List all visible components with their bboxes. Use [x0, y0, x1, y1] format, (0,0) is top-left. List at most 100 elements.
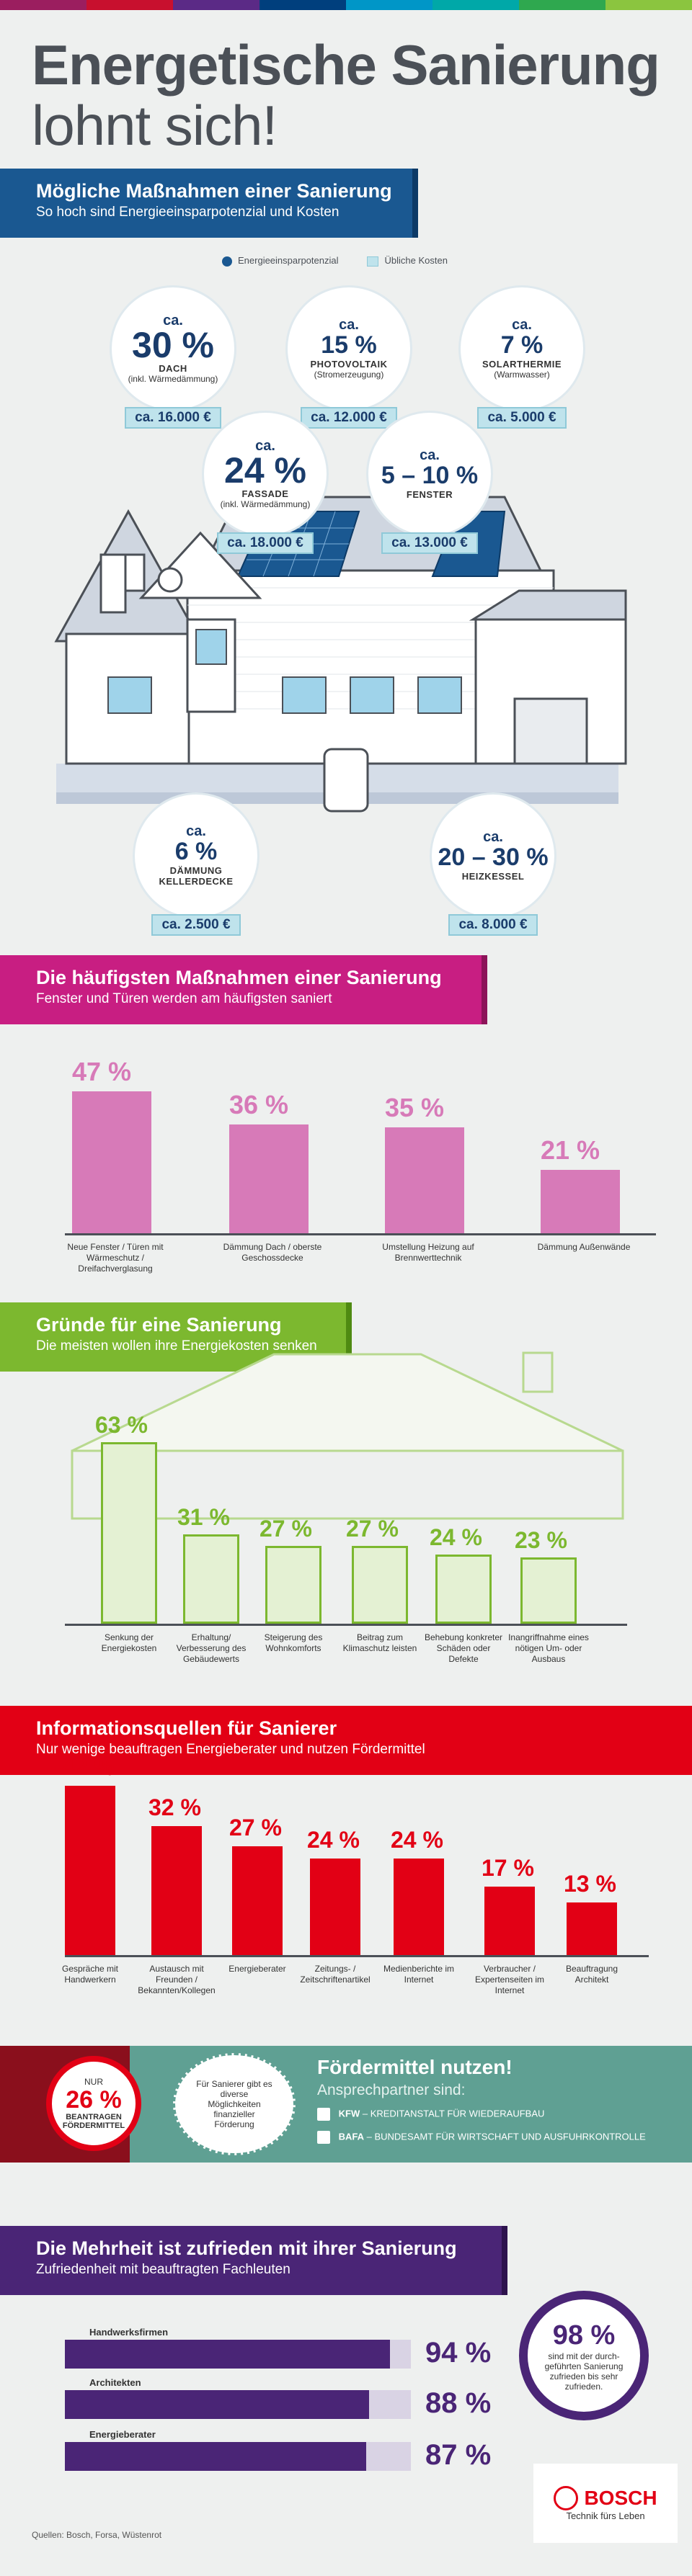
- s6-bar: [65, 2340, 391, 2369]
- cost-tag: ca. 13.000 €: [381, 532, 478, 554]
- s2-bar: [72, 1091, 151, 1233]
- hero-line-2: lohnt sich!: [32, 94, 278, 157]
- s3-bar-value: 31 %: [177, 1504, 230, 1530]
- s2-bar: [541, 1169, 620, 1233]
- hero-line-1: Energetische Sanierung: [32, 33, 660, 97]
- bubble-fassade: ca. 24 % FASSADE (inkl. Wärmedämmung) ca. 1…: [202, 411, 329, 554]
- funding-panel: NUR 26 % BEANTRAGEN FÖRDERMITTEL Für San…: [0, 2046, 692, 2163]
- section-6-title: Die Mehrheit ist zufrieden mit ihrer San…: [36, 2237, 457, 2259]
- section-4-banner: Informationsquellen für Sanierer Nur wen…: [0, 1706, 692, 1775]
- s3-house-outline: [71, 1351, 624, 1520]
- s3-bar-label: Steigerung des Wohnkomforts: [264, 1632, 323, 1653]
- s4-bar-label: Energieberater: [229, 1964, 286, 1974]
- section-2-banner: Die häufigsten Maßnahmen einer Sanierung…: [0, 955, 487, 1024]
- bubble-kellerdecke: ca. 6 % DÄMMUNG KELLERDECKE ca. 2.500 €: [133, 792, 260, 936]
- funding-info-circle: Für Sanierer gibt es diverse Möglichkeit…: [173, 2053, 296, 2155]
- cost-tag: ca. 8.000 €: [448, 914, 538, 936]
- cost-tag: ca. 16.000 €: [125, 407, 221, 429]
- s2-bar-label: Dämmung Außenwände: [537, 1242, 631, 1252]
- s3-bar-label: Inangriffnahme eines nötigen Um- oder Au…: [508, 1632, 589, 1664]
- bosch-logo: BOSCH Technik fürs Leben: [533, 2464, 678, 2543]
- s3-bar-value: 27 %: [346, 1516, 399, 1542]
- cost-tag: ca. 12.000 €: [301, 407, 397, 429]
- bubble-dach: ca. 30 % DACH (inkl. Wärmedämmung) ca. 16.0…: [110, 285, 236, 429]
- s3-baseline: [65, 1624, 627, 1626]
- legend-potential: Energieeinsparpotenzial: [222, 255, 338, 267]
- s4-bar: [567, 1902, 617, 1955]
- section-1-subtitle: So hoch sind Energieeinsparpotenzial und…: [36, 205, 340, 220]
- s4-bar-value: 24 %: [391, 1826, 443, 1853]
- s4-bar: [232, 1846, 283, 1955]
- s6-bar: [65, 2442, 366, 2471]
- section-3-subtitle: Die meisten wollen ihre Energiekosten se…: [36, 1338, 317, 1354]
- s4-bar-value: 17 %: [482, 1854, 534, 1881]
- cost-tag: ca. 2.500 €: [151, 914, 241, 936]
- s4-bar-value: 27 %: [229, 1814, 282, 1841]
- s3-bar: [352, 1546, 408, 1624]
- bubble-solarthermie: ca. 7 % SOLARTHERMIE (Warmwasser) ca. 5.000…: [458, 285, 585, 429]
- s4-bar: [394, 1858, 444, 1955]
- legend-square-icon: [367, 256, 379, 267]
- s4-bar-value: 42 %: [62, 1753, 115, 1780]
- s2-bar: [385, 1127, 464, 1233]
- s6-bar-value: 94 %: [425, 2337, 492, 2369]
- s4-bar: [151, 1825, 202, 1955]
- section-6-subtitle: Zufriedenheit mit beauftragten Fachleute…: [36, 2262, 290, 2277]
- s2-bar-label: Dämmung Dach / oberste Geschossdecke: [223, 1242, 322, 1263]
- s2-bar-value: 35 %: [385, 1093, 445, 1122]
- s3-bar-value: 27 %: [260, 1516, 312, 1542]
- top-color-strip: [0, 0, 692, 10]
- s4-bar: [484, 1886, 535, 1955]
- s4-baseline: [65, 1955, 649, 1957]
- s6-bar-label: Architekten: [89, 2377, 141, 2388]
- legend: Energieeinsparpotenzial Übliche Kosten: [222, 255, 448, 267]
- s6-bar-value: 87 %: [425, 2439, 492, 2471]
- s6-bar-label: Handwerksfirmen: [89, 2327, 169, 2338]
- section-4-title: Informationsquellen für Sanierer: [36, 1717, 337, 1739]
- s2-bar-label: Umstellung Heizung auf Brennwerttechnik: [382, 1242, 474, 1263]
- house-illustration: [54, 496, 627, 813]
- cost-tag: ca. 5.000 €: [477, 407, 567, 429]
- s4-bar-value: 32 %: [148, 1794, 201, 1820]
- s4-bar-value: 13 %: [564, 1871, 616, 1897]
- s3-bar-value: 63 %: [95, 1412, 148, 1438]
- satisfaction-circle: 98 % sind mit der durch-geführten Sanier…: [519, 2291, 649, 2420]
- s4-bar-value: 24 %: [307, 1826, 360, 1853]
- s2-bar-value: 36 %: [229, 1089, 289, 1119]
- check-icon: [317, 2131, 330, 2144]
- legend-cost: Übliche Kosten: [367, 255, 448, 267]
- bubble-fenster: ca. 5 – 10 % FENSTER ca. 13.000 €: [366, 411, 493, 554]
- s3-bar-value: 23 %: [515, 1527, 567, 1553]
- s2-baseline: [65, 1233, 656, 1235]
- s3-bar: [183, 1534, 239, 1624]
- s3-bar-label: Senkung der Energiekosten: [101, 1632, 157, 1653]
- s4-bar-label: Verbraucher / Expertenseiten im Internet: [474, 1964, 545, 1995]
- s4-bar-label: Austausch mit Freunden / Bekannten/Kolle…: [138, 1964, 216, 1995]
- partner-bafa: BAFA – BUNDESAMT FÜR WIRTSCHAFT UND AUSF…: [317, 2131, 646, 2144]
- funding-circle: NUR 26 % BEANTRAGEN FÖRDERMITTEL: [46, 2056, 141, 2151]
- s2-bar-label: Neue Fenster / Türen mit Wärmeschutz / D…: [67, 1242, 164, 1274]
- section-4-subtitle: Nur wenige beauftragen Energieberater un…: [36, 1742, 425, 1757]
- section-1-title: Mögliche Maßnahmen einer Sanierung: [36, 180, 392, 202]
- s2-bar-value: 21 %: [541, 1135, 600, 1165]
- s3-bar: [435, 1555, 492, 1624]
- s3-bar: [265, 1546, 321, 1624]
- s4-bar-label: Beauftragung Architekt: [565, 1964, 618, 1985]
- section-2-subtitle: Fenster und Türen werden am häufigsten s…: [36, 991, 332, 1006]
- bubble-photovoltaik: ca. 15 % PHOTOVOLTAIK (Stromerzeugung) ca. …: [285, 285, 412, 429]
- s4-bar-label: Gespräche mit Handwerkern: [61, 1964, 119, 1985]
- funding-title: Fördermittel nutzen!: [317, 2056, 513, 2078]
- check-icon: [317, 2108, 330, 2121]
- section-1-banner: Mögliche Maßnahmen einer Sanierung So ho…: [0, 169, 418, 238]
- hero-title: Energetische Sanierung lohnt sich!: [32, 35, 660, 156]
- s3-bar-label: Behebung konkreter Schäden oder Defekte: [424, 1632, 503, 1664]
- s3-bar: [101, 1442, 157, 1624]
- s4-bar-label: Zeitungs- / Zeitschriftenartikel: [300, 1964, 371, 1985]
- s6-bar-label: Energieberater: [89, 2429, 156, 2440]
- s4-bar: [310, 1858, 360, 1955]
- s6-bar-value: 88 %: [425, 2387, 492, 2419]
- bosch-armature-icon: [554, 2485, 579, 2510]
- section-3-banner: Gründe für eine Sanierung Die meisten wo…: [0, 1302, 352, 1372]
- s3-bar: [520, 1557, 577, 1624]
- funding-subtitle: Ansprechpartner sind:: [317, 2082, 466, 2098]
